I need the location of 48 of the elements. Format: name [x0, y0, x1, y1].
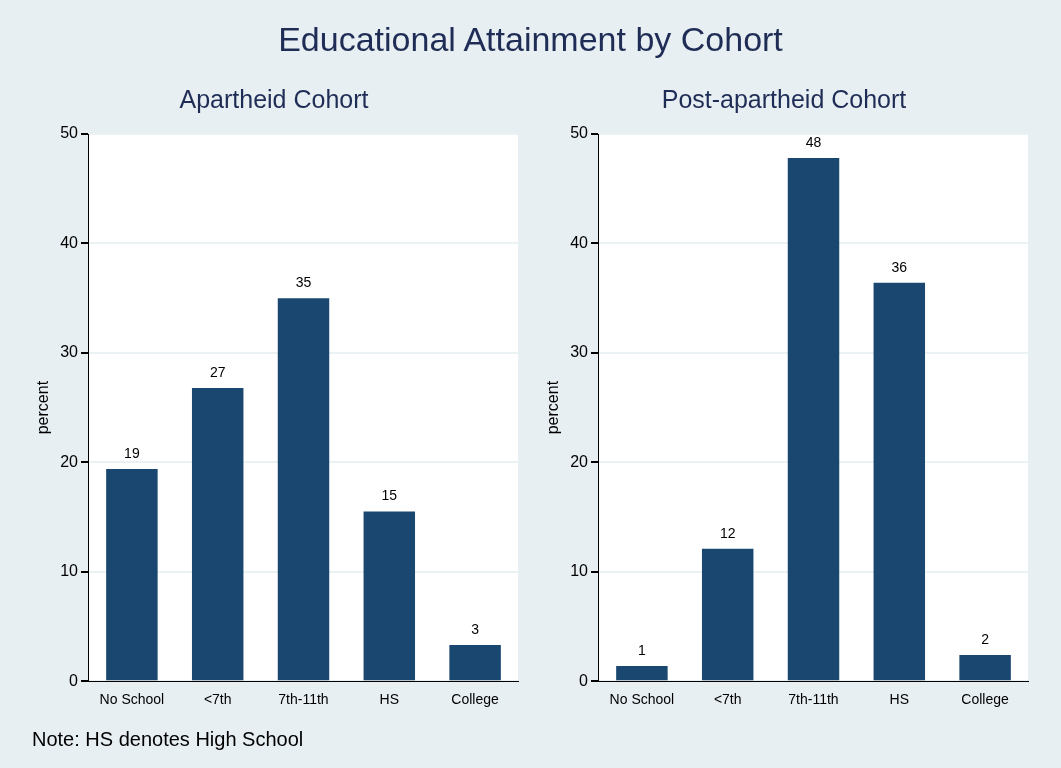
bar [701, 548, 754, 681]
x-tick-label: No School [609, 691, 675, 708]
data-label: 19 [124, 444, 140, 461]
x-tick-label: 7th-11th [788, 691, 839, 708]
y-tick-label: 40 [60, 233, 79, 251]
data-label: 1 [638, 641, 646, 658]
y-tick-label: 30 [60, 343, 79, 361]
y-tick-label: 50 [60, 124, 79, 142]
bar [363, 511, 416, 681]
x-tick-label: HS [379, 691, 400, 708]
y-tick-label: 0 [69, 671, 79, 689]
data-label: 2 [981, 630, 990, 647]
y-tick-label: 10 [60, 562, 79, 580]
bar [191, 387, 244, 681]
x-tick-label: 7th-11th [278, 691, 329, 708]
y-tick-label: 10 [570, 562, 589, 580]
bar [277, 298, 330, 681]
bar [449, 645, 501, 681]
bar [787, 158, 840, 681]
y-tick-label: 20 [60, 452, 79, 470]
data-label: 3 [471, 620, 480, 637]
y-tick-label: 40 [570, 233, 589, 251]
y-tick-label: 30 [570, 343, 589, 361]
y-tick-label: 20 [570, 452, 589, 470]
x-tick-label: <7th [713, 691, 742, 708]
y-axis-title: percent [34, 380, 52, 435]
y-tick-label: 0 [579, 671, 589, 689]
bar [959, 654, 1011, 681]
text: Note: HS denotes High School [32, 728, 304, 751]
y-axis-title: percent [544, 380, 562, 435]
text: Educational Attainment by Cohort [277, 20, 784, 59]
data-label: 35 [295, 274, 312, 291]
x-tick-label: College [451, 691, 500, 708]
x-tick-label: HS [889, 691, 910, 708]
data-label: 48 [805, 133, 822, 150]
x-tick-label: College [961, 691, 1010, 708]
data-label: 27 [209, 363, 226, 380]
x-tick-label: No School [99, 691, 165, 708]
chart-title: Apartheid Cohort [179, 84, 369, 113]
data-label: 15 [381, 487, 398, 504]
bar [616, 665, 668, 681]
chart-title: Post-apartheid Cohort [661, 84, 907, 113]
bar [873, 282, 926, 681]
bar [106, 468, 158, 681]
x-tick-label: <7th [203, 691, 232, 708]
y-tick-label: 50 [570, 124, 589, 142]
data-label: 12 [719, 524, 736, 541]
data-label: 36 [891, 258, 908, 275]
